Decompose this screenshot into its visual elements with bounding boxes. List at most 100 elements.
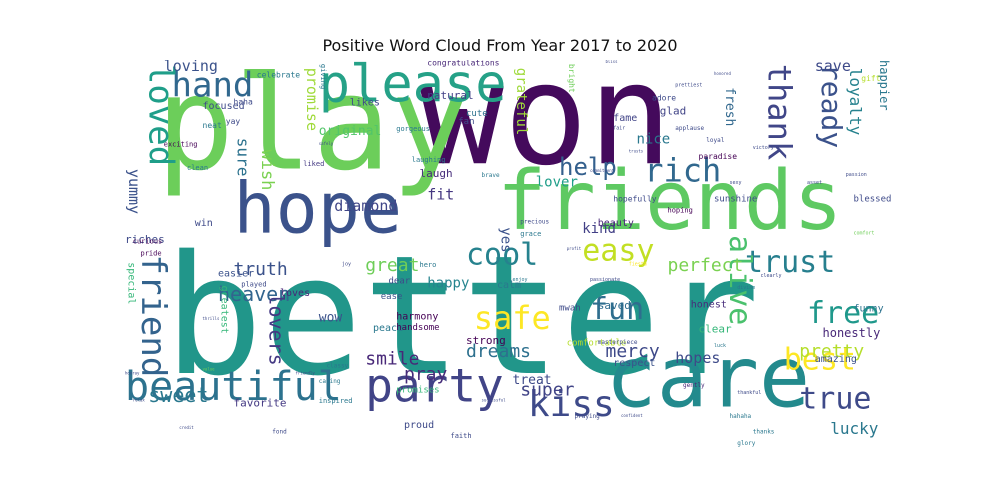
word-commitment: commitment [590, 168, 615, 173]
word-free: free [807, 296, 879, 331]
word-cloud-svg: betterwonplaycarefriendshopepleasepartyb… [125, 60, 892, 447]
word-haha: haha [234, 97, 253, 106]
word-fresh: fresh [722, 87, 737, 126]
word-play: play [156, 60, 469, 199]
word-pride: pride [141, 249, 162, 257]
word-passion: passion [846, 172, 867, 178]
word-promises: promises [396, 385, 439, 395]
word-party: party [365, 359, 503, 413]
word-fond: fond [272, 429, 287, 436]
word-exciting: exciting [164, 140, 198, 148]
word-perfect: perfect [668, 255, 744, 276]
word-honest: honest [691, 300, 727, 311]
word-better: better [164, 220, 760, 412]
word-clean: clean [187, 164, 208, 172]
word-mwah: mwah [559, 304, 581, 314]
word-amazing: amazing [815, 354, 857, 365]
word-cute: cute [466, 109, 488, 119]
chart-title: Positive Word Cloud From Year 2017 to 20… [322, 36, 678, 55]
word-beauty: beauty [598, 218, 634, 229]
word-praying: praying [575, 413, 601, 420]
word-bliss: bliss [606, 60, 619, 64]
word-promise: promise [303, 68, 321, 131]
word-kind: kind [582, 221, 616, 237]
word-great: great [365, 255, 419, 276]
word-mercy: mercy [606, 341, 660, 362]
word-gift: gift [861, 74, 880, 83]
word-loyalty: loyalty [846, 68, 865, 136]
word-safe: safe [474, 299, 551, 337]
word-kiss: kiss [528, 384, 615, 425]
word-dreams: dreams [466, 341, 531, 362]
word-ease: ease [381, 292, 403, 302]
word-thank: thank [761, 64, 799, 160]
word-riches: riches [125, 233, 165, 246]
word-credit: credit [179, 425, 194, 430]
word-favorite: favorite [234, 396, 287, 409]
word-profit: profit [567, 246, 582, 251]
word-caring: caring [319, 378, 341, 385]
word-saved: saved [598, 299, 631, 312]
word-sunshine: sunshine [714, 195, 757, 205]
word-hopefully: hopefully [613, 195, 657, 204]
word-save: save [815, 60, 851, 75]
word-thankful: thankful [737, 390, 761, 396]
word-respect: respect [613, 358, 655, 369]
word-hooray: hooray [125, 370, 140, 375]
word-classy: classy [327, 362, 349, 369]
word-grace: grace [520, 230, 541, 238]
word-clearly: clearly [761, 273, 782, 279]
word-fan: fan [458, 117, 474, 127]
word-liked: liked [303, 160, 324, 168]
word-loves: loves [280, 288, 310, 299]
word-successful: successful [482, 398, 507, 403]
word-beautiful: beautiful [125, 364, 342, 410]
word-easier: easier [218, 268, 254, 279]
word-sweet: sweet [148, 383, 208, 407]
word-easy: easy [582, 234, 654, 269]
word-congratulations: congratulations [427, 60, 499, 68]
word-bright: bright [567, 64, 576, 93]
word-truth: truth [234, 259, 288, 280]
word-passionate: passionate [590, 277, 620, 283]
word-value: value [203, 367, 216, 372]
word-adore: adore [652, 94, 676, 103]
word-lucky: lucky [830, 419, 879, 438]
word-help: help [559, 153, 617, 181]
word-strong: strong [466, 334, 506, 347]
word-joy: joy [342, 261, 351, 267]
word-blessed: blessed [854, 195, 892, 205]
word-treat: treat [513, 373, 552, 388]
word-happier: happier [877, 60, 891, 111]
word-curious: curious [133, 238, 163, 246]
word-faith: faith [451, 432, 472, 440]
word-best: best [784, 342, 856, 377]
word-thrills: thrills [203, 316, 220, 321]
word-applause: applause [675, 125, 704, 132]
word-inspired: inspired [319, 397, 353, 405]
word-lovers: lovers [264, 293, 288, 365]
word-luck: luck [714, 343, 726, 349]
word-friends: friends [497, 154, 843, 249]
word-yay: yay [226, 117, 241, 126]
word-natural: natural [427, 89, 473, 102]
word-clear: clear [699, 323, 732, 336]
word-asset: asset [807, 180, 822, 186]
word-wish: wish [257, 149, 277, 190]
word-celebrate: celebrate [257, 70, 301, 79]
word-wow: wow [319, 311, 343, 326]
word-true: true [799, 381, 871, 416]
word-glory: glory [737, 440, 755, 447]
word-paradise: paradise [699, 152, 738, 161]
word-fit: fit [427, 186, 454, 204]
word-handsome: handsome [396, 323, 439, 333]
word-fair: fair [613, 125, 625, 131]
word-fame: fame [613, 113, 637, 124]
word-played: played [241, 281, 266, 289]
word-glad: glad [660, 105, 687, 118]
word-harmony: harmony [396, 311, 438, 322]
word-yes: yes [497, 227, 513, 252]
word-grateful: grateful [513, 68, 529, 135]
word-loyal: loyal [706, 137, 724, 144]
